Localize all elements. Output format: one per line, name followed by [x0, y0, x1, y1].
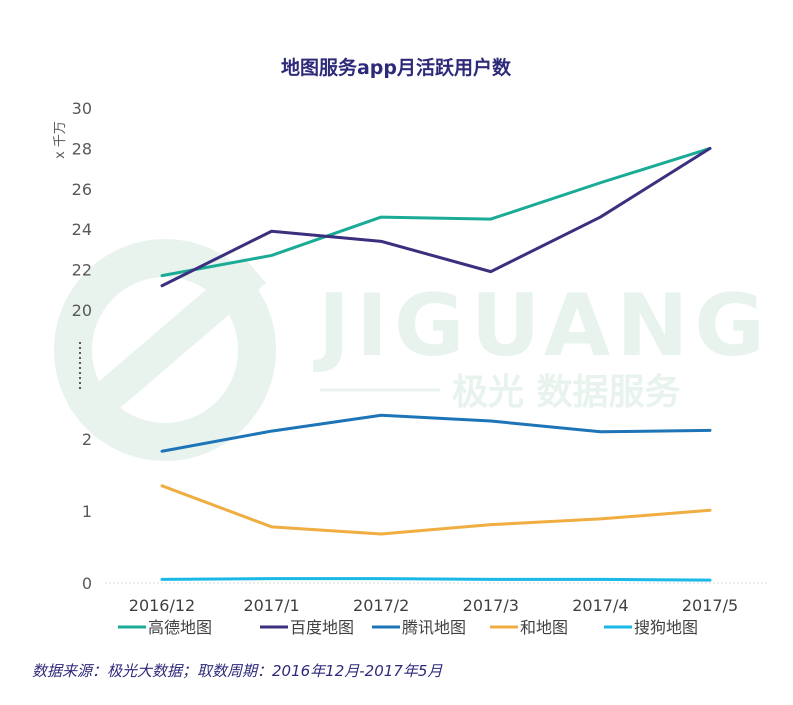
y-tick-label: 1 — [82, 502, 92, 521]
series-line-0 — [160, 146, 712, 278]
x-tick-label: 2017/3 — [463, 596, 519, 615]
source-note: 数据来源：极光大数据；取数周期：2016年12月-2017年5月 — [32, 662, 443, 680]
watermark: JIGUANG 极光 数据服务 — [54, 239, 771, 461]
y-tick-label: 26 — [72, 180, 92, 199]
y-tick-label: 22 — [72, 261, 92, 280]
x-tick-label: 2017/2 — [353, 596, 409, 615]
legend-label-0: 高德地图 — [148, 618, 212, 637]
y-tick-label: 2 — [82, 430, 92, 449]
chart-title: 地图服务app月活跃用户数 — [281, 56, 512, 79]
watermark-logo-icon — [54, 239, 276, 461]
y-tick-label: 28 — [72, 139, 92, 158]
series-line-2 — [160, 413, 712, 453]
series-line-4 — [160, 577, 712, 582]
x-tick-label: 2017/1 — [243, 596, 299, 615]
watermark-brand: JIGUANG — [313, 276, 771, 376]
legend-label-3: 和地图 — [520, 618, 568, 637]
legend: 高德地图 百度地图 腾讯地图 和地图 搜狗地图 — [118, 618, 698, 637]
x-tick-label: 2016/12 — [129, 596, 195, 615]
y-axis-ticks: 30 28 26 24 22 20 2 1 0 — [72, 99, 92, 593]
watermark-tagline: 极光 数据服务 — [452, 372, 681, 413]
legend-label-1: 百度地图 — [290, 618, 354, 637]
x-tick-label: 2017/5 — [682, 596, 738, 615]
y-tick-label: 0 — [82, 574, 92, 593]
legend-label-4: 搜狗地图 — [634, 618, 698, 637]
series-lines — [160, 146, 712, 582]
series-line-3 — [160, 484, 712, 536]
series-line-1 — [160, 146, 712, 288]
y-axis-unit-label: x 千万 — [53, 121, 68, 159]
x-tick-label: 2017/4 — [572, 596, 628, 615]
y-tick-label: 20 — [72, 301, 92, 320]
legend-label-2: 腾讯地图 — [402, 618, 466, 637]
y-tick-label: 30 — [72, 99, 92, 118]
y-tick-label: 24 — [72, 220, 92, 239]
x-axis-ticks: 2016/12 2017/1 2017/2 2017/3 2017/4 2017/5 — [129, 596, 738, 615]
